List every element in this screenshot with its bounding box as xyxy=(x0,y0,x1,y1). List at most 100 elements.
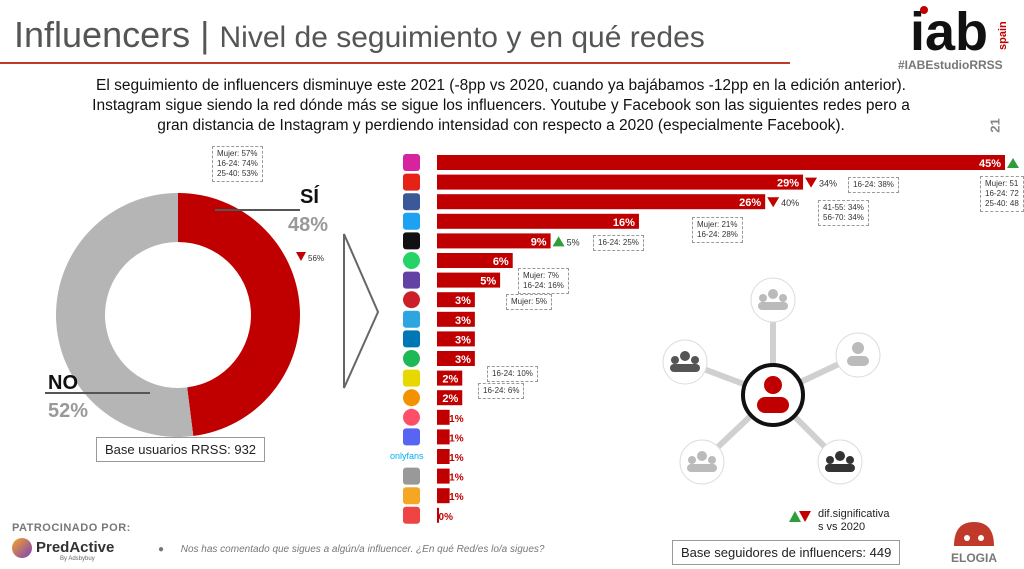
onlyfans-label: onlyfans xyxy=(390,451,424,461)
sponsor-name: PredActive xyxy=(36,538,115,556)
predactive-icon xyxy=(12,538,32,558)
title-subtitle: Nivel de seguimiento y en qué redes xyxy=(219,21,705,54)
si-note-line-3: 25-40: 53% xyxy=(217,169,258,178)
bar-value-pinterest: 3% xyxy=(455,295,471,307)
si-note-line-2: 16-24: 74% xyxy=(217,159,258,168)
base-seguidores: Base seguidores de influencers: 449 xyxy=(672,540,901,565)
bar-value-tiktok: 9% xyxy=(531,236,547,248)
intro-line-1: El seguimiento de influencers disminuye … xyxy=(96,77,906,94)
bar-linkedin xyxy=(437,331,475,347)
si-value: 48% xyxy=(288,214,329,236)
footnote-text: Nos has comentado que sigues a algún/a i… xyxy=(180,544,545,555)
bar-pinterest xyxy=(437,292,475,308)
person-icon-right xyxy=(835,332,881,378)
bar-value-tinder: 1% xyxy=(449,414,464,425)
bar-tiktok xyxy=(437,233,551,249)
bar-note-tiktok: 16-24: 25% xyxy=(593,235,644,251)
bar-value-ivoox: 2% xyxy=(442,393,458,405)
bar-note-snapchat: 16-24: 10% xyxy=(487,366,538,382)
no-value: 52% xyxy=(48,400,89,422)
down-triangle-icon xyxy=(767,197,780,208)
bar-note-twitch: Mujer: 7% 16-24: 16% xyxy=(518,268,569,294)
group-icon-left xyxy=(662,339,708,385)
bar-podcast xyxy=(437,488,450,504)
legend-text: dif.significativa s vs 2020 xyxy=(818,508,890,533)
group-icon-top xyxy=(750,277,796,323)
bar-note-line: 16-24: 28% xyxy=(697,230,738,239)
base-rrss: Base usuarios RRSS: 932 xyxy=(96,437,266,462)
sponsor-logo: PredActive xyxy=(12,538,114,558)
intro-text: El seguimiento de influencers disminuye … xyxy=(18,76,984,136)
bar-waze xyxy=(437,468,450,484)
tinder-icon xyxy=(403,408,420,426)
bar-note-pinterest: Mujer: 5% xyxy=(506,294,553,310)
telegram-icon xyxy=(403,310,420,328)
instagram-icon xyxy=(403,154,420,171)
discord-icon xyxy=(403,428,420,446)
title-main: Influencers xyxy=(14,14,191,55)
bar-note-line: 16-24: 38% xyxy=(853,180,894,189)
down-triangle-icon xyxy=(805,177,818,188)
bar-facebook xyxy=(437,194,766,210)
up-triangle-icon xyxy=(1007,158,1019,168)
title-separator: | xyxy=(200,14,210,55)
bar-note-facebook: 41-55: 34% 56-70: 34% xyxy=(818,200,869,226)
bar-note-line: 16-24: 6% xyxy=(483,386,520,395)
bar-twitter xyxy=(437,213,639,229)
linkedin-icon xyxy=(403,330,420,348)
chevron-arrow xyxy=(343,233,380,389)
group-icon-bottom-left xyxy=(679,439,725,485)
si-label: SÍ xyxy=(300,186,319,208)
bar-note-line: Mujer: 7% xyxy=(523,271,560,280)
bar-note-youtube: 16-24: 38% xyxy=(848,177,899,193)
bar-note-twitter: Mujer: 21% 16-24: 28% xyxy=(692,217,743,243)
elogia-text: ELOGIA xyxy=(951,551,997,565)
bar-value-discord: 1% xyxy=(449,433,464,444)
youtube-icon xyxy=(403,173,420,191)
sponsor-by: By Adsbybuy xyxy=(60,556,95,562)
significance-triangles-icon xyxy=(789,511,811,522)
bar-note-line: 16-24: 16% xyxy=(523,281,564,290)
iab-logo: iab spain xyxy=(910,4,1009,58)
bar-note-line: 16-24: 10% xyxy=(492,369,533,378)
whatsapp-icon xyxy=(403,252,420,269)
bar-value-onlyfans: 1% xyxy=(449,453,464,464)
tiktok-icon xyxy=(403,232,420,250)
bar-discord xyxy=(437,429,450,445)
hashtag: #IABEstudioRRSS xyxy=(898,58,1003,72)
bar-note-line: 25-40: 48 xyxy=(985,199,1019,208)
bar-tumblr xyxy=(437,507,439,523)
bar-instagram xyxy=(437,155,1005,170)
bar-value-facebook: 26% xyxy=(739,197,761,209)
logo-dot xyxy=(920,6,928,14)
question-footnote: ● Nos has comentado que sigues a algún/a… xyxy=(158,544,545,555)
bar-ivoox xyxy=(437,390,463,406)
ivoox-icon xyxy=(403,389,420,407)
bar-note-line: 16-24: 72 xyxy=(985,189,1019,198)
bar-value-tumblr: 0% xyxy=(439,512,454,523)
up-triangle-icon xyxy=(552,236,565,247)
bar-value-spotify: 3% xyxy=(455,354,471,366)
network-illustration xyxy=(662,277,881,485)
bar-value-instagram: 45% xyxy=(979,158,1001,170)
twitter-icon xyxy=(403,212,420,230)
podcast-icon xyxy=(403,487,420,505)
bar-snapchat xyxy=(437,370,463,386)
title-rule xyxy=(0,62,790,64)
bar-note-line: Mujer: 5% xyxy=(511,297,548,306)
logo-country: spain xyxy=(997,21,1009,50)
bar-note-instagram: Mujer: 51 16-24: 72 25-40: 48 xyxy=(980,176,1024,212)
bar-youtube xyxy=(437,174,804,190)
bar-telegram xyxy=(437,311,475,327)
bar-note-ivoox: 16-24: 6% xyxy=(478,383,525,399)
bar-value-twitch: 5% xyxy=(480,276,496,288)
si-change: 56% xyxy=(308,254,325,263)
page-title: Influencers | Nivel de seguimiento y en … xyxy=(14,14,705,56)
bar-value-snapchat: 2% xyxy=(442,374,458,386)
bar-onlyfans xyxy=(437,449,450,464)
change-value: 34% xyxy=(819,179,837,189)
bar-value-telegram: 3% xyxy=(455,315,471,327)
bar-value-waze: 1% xyxy=(449,473,464,484)
spotify-icon xyxy=(403,350,420,367)
influencer-icon-center xyxy=(741,363,805,427)
